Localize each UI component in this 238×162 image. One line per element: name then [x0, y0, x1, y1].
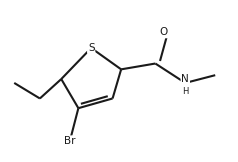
Text: Br: Br: [64, 136, 76, 146]
Text: N: N: [181, 74, 189, 84]
Text: O: O: [160, 27, 168, 37]
Text: S: S: [88, 43, 94, 53]
Text: H: H: [182, 87, 188, 96]
